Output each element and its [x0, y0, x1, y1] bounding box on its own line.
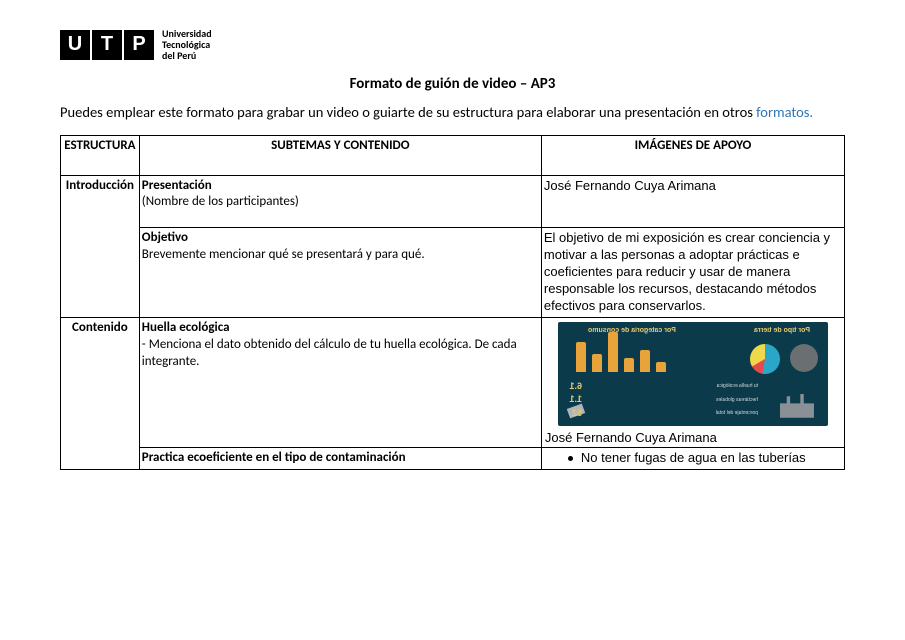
practica-title: Practica ecoeficiente en el tipo de cont… — [142, 450, 406, 465]
huella-desc: - Menciona el dato obtenido del cálculo … — [142, 337, 517, 369]
introduccion-label-text: Introducción — [66, 178, 134, 193]
huella-caption: José Fernando Cuya Arimana — [542, 430, 844, 447]
cell-objetivo-img: El objetivo de mi exposición es crear co… — [541, 228, 844, 317]
stat-desc: tu huella ecológica — [586, 384, 758, 389]
page-title: Formato de guión de video – AP3 — [60, 75, 845, 93]
presentacion-author: José Fernando Cuya Arimana — [544, 178, 716, 193]
infographic-stats: 6.1 tu huella ecológica 1.1 hectáreas gl… — [566, 381, 758, 420]
cell-presentacion: Presentación (Nombre de los participante… — [139, 175, 541, 228]
script-format-table: ESTRUCTURA SUBTEMAS Y CONTENIDO IMÁGENES… — [60, 135, 845, 470]
practica-bullet-text: No tener fugas de agua en las tuberías — [581, 450, 806, 467]
bullet-icon — [568, 456, 573, 461]
objetivo-text: El objetivo de mi exposición es crear co… — [544, 230, 830, 313]
infographic-stat-row: 1.1 hectáreas globales — [566, 394, 758, 406]
table-header-row: ESTRUCTURA SUBTEMAS Y CONTENIDO IMÁGENES… — [61, 135, 845, 175]
table-row: Contenido Huella ecológica - Menciona el… — [61, 317, 845, 447]
infographic-bar — [624, 358, 634, 372]
infographic-stat-row: 52 porcentaje del total — [566, 408, 758, 420]
logo-university-name: Universidad Tecnológica del Perú — [162, 28, 212, 61]
cell-practica: Practica ecoeficiente en el tipo de cont… — [139, 447, 541, 469]
logo-box-t: T — [92, 30, 122, 60]
infographic-stat-row: 6.1 tu huella ecológica — [566, 381, 758, 393]
objetivo-title: Objetivo — [142, 230, 188, 245]
table-row: Practica ecoeficiente en el tipo de cont… — [61, 447, 845, 469]
infographic-right-title: Por tipo de tierra — [754, 326, 810, 335]
stat-num: 52 — [566, 408, 582, 420]
header-subtemas: SUBTEMAS Y CONTENIDO — [139, 135, 541, 175]
objetivo-desc: Brevemente mencionar qué se presentará y… — [142, 247, 425, 262]
logo-box-p: P — [124, 30, 154, 60]
infographic-bar — [656, 362, 666, 372]
contenido-label-text: Contenido — [72, 320, 128, 335]
infographic-bar — [640, 350, 650, 372]
infographic-left-title: Por categoría de consumo — [588, 326, 676, 335]
intro-link[interactable]: formatos. — [756, 103, 813, 121]
presentacion-title: Presentación — [142, 178, 212, 193]
cell-presentacion-img: José Fernando Cuya Arimana — [541, 175, 844, 228]
table-row: Introducción Presentación (Nombre de los… — [61, 175, 845, 228]
infographic-bar — [608, 332, 618, 372]
logo-name-line3: del Perú — [162, 50, 212, 61]
infographic-pie-chart — [750, 344, 780, 374]
cell-practica-img: No tener fugas de agua en las tuberías — [541, 447, 844, 469]
intro-paragraph: Puedes emplear este formato para grabar … — [60, 103, 845, 123]
presentacion-desc: (Nombre de los participantes) — [142, 194, 299, 209]
cell-objetivo: Objetivo Brevemente mencionar qué se pre… — [139, 228, 541, 317]
infographic-bar — [576, 342, 586, 372]
infographic-bar — [592, 354, 602, 372]
logo-header: U T P Universidad Tecnológica del Perú — [60, 28, 845, 61]
logo-box-u: U — [60, 30, 90, 60]
cell-introduccion-label: Introducción — [61, 175, 140, 317]
stat-desc: porcentaje del total — [586, 411, 758, 416]
cell-huella-img: Por categoría de consumo Por tipo de tie… — [541, 317, 844, 447]
logo-boxes: U T P — [60, 30, 154, 60]
stat-num: 1.1 — [566, 394, 582, 406]
infographic-factory-icon — [780, 394, 814, 418]
table-row: Objetivo Brevemente mencionar qué se pre… — [61, 228, 845, 317]
bullet-row: No tener fugas de agua en las tuberías — [544, 450, 842, 467]
stat-desc: hectáreas globales — [586, 398, 758, 403]
stat-num: 6.1 — [566, 381, 582, 393]
header-estructura: ESTRUCTURA — [61, 135, 140, 175]
infographic-moon-icon — [790, 344, 818, 372]
huella-title: Huella ecológica — [142, 320, 230, 335]
ecological-footprint-infographic: Por categoría de consumo Por tipo de tie… — [558, 322, 828, 426]
cell-huella: Huella ecológica - Menciona el dato obte… — [139, 317, 541, 447]
header-imagenes: IMÁGENES DE APOYO — [541, 135, 844, 175]
cell-contenido-label: Contenido — [61, 317, 140, 469]
intro-text: Puedes emplear este formato para grabar … — [60, 103, 756, 121]
